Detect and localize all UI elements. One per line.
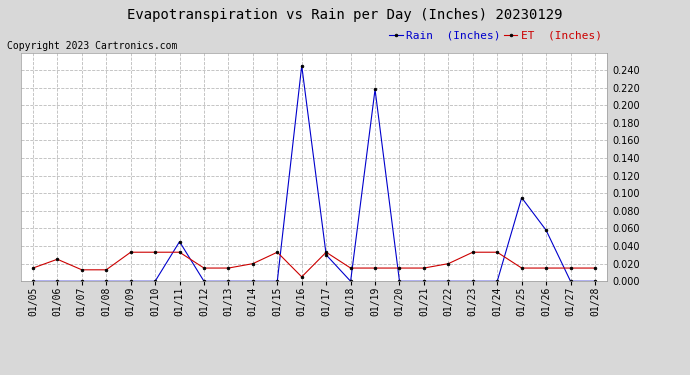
Rain  (Inches) bbox=[444, 279, 453, 284]
ET  (Inches) bbox=[346, 266, 355, 270]
ET  (Inches) bbox=[273, 250, 282, 255]
Rain  (Inches) bbox=[297, 63, 306, 68]
ET  (Inches) bbox=[126, 250, 135, 255]
ET  (Inches) bbox=[518, 266, 526, 270]
Rain  (Inches) bbox=[346, 279, 355, 284]
Line: ET  (Inches): ET (Inches) bbox=[32, 251, 596, 278]
Rain  (Inches) bbox=[420, 279, 428, 284]
ET  (Inches) bbox=[200, 266, 208, 270]
Rain  (Inches) bbox=[248, 279, 257, 284]
ET  (Inches) bbox=[29, 266, 37, 270]
ET  (Inches) bbox=[248, 261, 257, 266]
Line: Rain  (Inches): Rain (Inches) bbox=[32, 64, 596, 283]
ET  (Inches) bbox=[224, 266, 233, 270]
Rain  (Inches) bbox=[493, 279, 502, 284]
Rain  (Inches) bbox=[224, 279, 233, 284]
Text: Copyright 2023 Cartronics.com: Copyright 2023 Cartronics.com bbox=[7, 41, 177, 51]
Legend: Rain  (Inches), ET  (Inches): Rain (Inches), ET (Inches) bbox=[389, 31, 602, 40]
ET  (Inches) bbox=[420, 266, 428, 270]
ET  (Inches) bbox=[395, 266, 404, 270]
ET  (Inches) bbox=[566, 266, 575, 270]
ET  (Inches) bbox=[78, 268, 86, 272]
Rain  (Inches) bbox=[53, 279, 61, 284]
ET  (Inches) bbox=[469, 250, 477, 255]
Text: Evapotranspiration vs Rain per Day (Inches) 20230129: Evapotranspiration vs Rain per Day (Inch… bbox=[127, 8, 563, 21]
Rain  (Inches) bbox=[175, 239, 184, 244]
Rain  (Inches) bbox=[371, 87, 380, 92]
ET  (Inches) bbox=[444, 261, 453, 266]
Rain  (Inches) bbox=[542, 228, 550, 232]
Rain  (Inches) bbox=[102, 279, 110, 284]
Rain  (Inches) bbox=[322, 253, 331, 257]
Rain  (Inches) bbox=[78, 279, 86, 284]
ET  (Inches) bbox=[591, 266, 599, 270]
ET  (Inches) bbox=[371, 266, 380, 270]
ET  (Inches) bbox=[493, 250, 502, 255]
Rain  (Inches) bbox=[126, 279, 135, 284]
Rain  (Inches) bbox=[518, 195, 526, 200]
Rain  (Inches) bbox=[200, 279, 208, 284]
Rain  (Inches) bbox=[151, 279, 159, 284]
ET  (Inches) bbox=[175, 250, 184, 255]
ET  (Inches) bbox=[102, 268, 110, 272]
ET  (Inches) bbox=[151, 250, 159, 255]
Rain  (Inches) bbox=[566, 279, 575, 284]
Rain  (Inches) bbox=[469, 279, 477, 284]
Rain  (Inches) bbox=[591, 279, 599, 284]
Rain  (Inches) bbox=[395, 279, 404, 284]
ET  (Inches) bbox=[53, 257, 61, 261]
Rain  (Inches) bbox=[29, 279, 37, 284]
Rain  (Inches) bbox=[273, 279, 282, 284]
ET  (Inches) bbox=[542, 266, 550, 270]
ET  (Inches) bbox=[322, 250, 331, 255]
ET  (Inches) bbox=[297, 274, 306, 279]
